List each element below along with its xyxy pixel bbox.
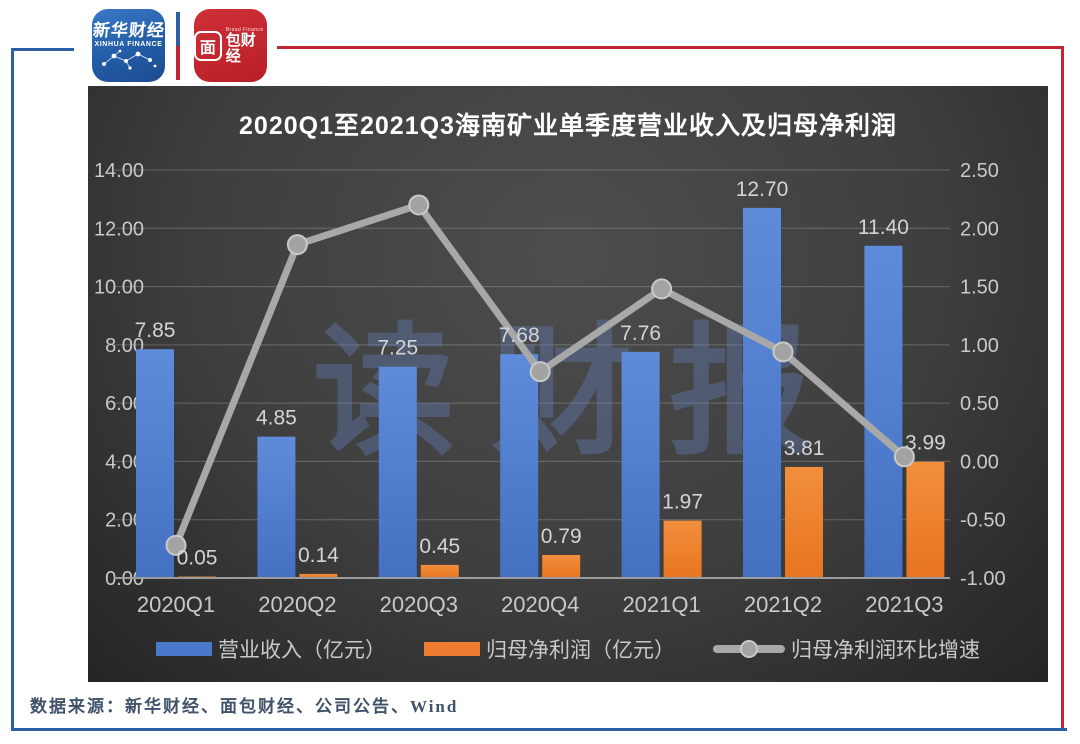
growth-line-marker: [165, 534, 187, 556]
revenue-bar: [743, 207, 781, 578]
profit-bar-label: 0.05: [177, 547, 218, 570]
right-axis-tick: -1.00: [960, 568, 1006, 590]
right-axis-tick: 2.00: [960, 218, 999, 240]
legend-swatch-profit-bar: [424, 642, 480, 656]
left-axis-tick: 6.00: [105, 393, 144, 415]
chart-title: 2020Q1至2021Q3海南矿业单季度营业收入及归母净利润: [239, 112, 897, 140]
profit-bar-label: 0.45: [419, 535, 460, 558]
left-axis-tick: 2.00: [105, 510, 144, 532]
left-axis-tick: 10.00: [94, 277, 144, 299]
category-label: 2020Q2: [258, 592, 336, 617]
legend-label-revenue: 营业收入（亿元）: [218, 639, 386, 662]
revenue-bar-label: 7.76: [620, 322, 661, 345]
category-label: 2020Q3: [380, 592, 458, 617]
legend-label-growth: 归母净利润环比增速: [791, 639, 980, 662]
legend-swatch-revenue-bar: [156, 642, 212, 656]
growth-line-marker: [286, 234, 308, 256]
profit-bar-label: 3.99: [905, 432, 946, 455]
revenue-bar-label: 7.85: [135, 319, 176, 342]
legend-label-profit: 归母净利润（亿元）: [486, 639, 675, 662]
category-label: 2021Q1: [622, 592, 700, 617]
xinhua-logo-cn-text: 新华财经: [91, 20, 166, 40]
profit-bar: [299, 573, 338, 578]
constellation-icon: [101, 49, 156, 70]
chart-plot-svg: 0.00 2.00 4.00 6.00 8.00 10.00 12.00 14.00 -1.00…: [94, 160, 1006, 617]
revenue-bar-label: 4.85: [256, 407, 297, 430]
revenue-bar-label: 11.40: [858, 216, 909, 239]
profit-bar-label: 3.81: [784, 437, 825, 460]
xinhua-logo-en-text: XINHUA FINANCE: [94, 40, 163, 48]
right-axis-tick: 1.00: [960, 335, 999, 357]
left-axis-tick: 14.00: [94, 160, 144, 182]
chart-legend: 营业收入（亿元） 归母净利润（亿元） 归母净利润环比增速: [118, 634, 1018, 664]
revenue-bar-label: 7.68: [499, 324, 540, 347]
category-label: 2021Q2: [744, 592, 822, 617]
bread-logo-boxed-char: 面: [194, 30, 222, 61]
revenue-bar: [621, 351, 660, 578]
frame-left-blue-line: [11, 48, 14, 731]
xinhua-finance-logo: 新华财经 XINHUA FINANCE: [92, 9, 165, 82]
legend-item-profit: 归母净利润（亿元）: [424, 634, 675, 664]
revenue-bar: [257, 436, 296, 578]
growth-line-marker: [772, 341, 794, 363]
frame-top-red-line: [277, 46, 1064, 49]
category-label: 2020Q4: [501, 592, 579, 617]
profit-bar: [420, 564, 459, 578]
profit-bar: [785, 466, 823, 578]
logo-divider: [176, 12, 180, 80]
frame-top-blue-line: [11, 48, 74, 51]
right-axis-tick: 2.50: [960, 160, 999, 182]
revenue-bar: [864, 245, 903, 578]
growth-line-marker: [408, 194, 430, 216]
profit-bar-label: 1.97: [662, 491, 703, 514]
profit-bar-label: 0.79: [541, 525, 582, 548]
left-axis-tick: 4.00: [105, 451, 144, 473]
category-label: 2020Q1: [137, 592, 215, 617]
revenue-bar-label: 12.70: [736, 178, 789, 201]
bread-logo-en-text: Bread Finance: [225, 26, 264, 33]
revenue-bar-label: 7.25: [377, 337, 418, 360]
revenue-bar: [500, 354, 539, 578]
profit-bar: [542, 554, 581, 578]
revenue-bar: [378, 366, 417, 578]
growth-line-marker: [651, 278, 673, 300]
right-axis-tick: -0.50: [960, 510, 1006, 532]
left-axis-tick: 12.00: [94, 218, 144, 240]
data-source-note: 数据来源：新华财经、面包财经、公司公告、Wind: [30, 697, 459, 716]
legend-item-growth: 归母净利润环比增速: [713, 634, 980, 664]
legend-line-marker-icon: [740, 640, 758, 658]
profit-bar: [906, 461, 945, 578]
growth-line-marker: [893, 446, 915, 468]
frame-right-red-line: [1061, 46, 1064, 731]
bread-logo-cn-text: 包财经: [225, 31, 256, 65]
frame-bottom-blue-line: [11, 728, 1067, 731]
bread-finance-logo: 面 Bread Finance 包财经: [194, 9, 267, 82]
chart-panel: 0.00 2.00 4.00 6.00 8.00 10.00 12.00 14.00 -1.00…: [88, 86, 1048, 682]
legend-swatch-growth-line: [713, 640, 785, 658]
left-axis-tick: 8.00: [105, 335, 144, 357]
legend-item-revenue: 营业收入（亿元）: [156, 634, 386, 664]
growth-line-marker: [529, 361, 551, 383]
right-axis-tick: 0.00: [960, 451, 999, 473]
profit-bar-label: 0.14: [298, 544, 339, 567]
category-label: 2021Q3: [865, 592, 943, 617]
right-axis-tick: 0.50: [960, 393, 999, 415]
right-axis-tick: 1.50: [960, 277, 999, 299]
profit-bar: [663, 520, 702, 578]
